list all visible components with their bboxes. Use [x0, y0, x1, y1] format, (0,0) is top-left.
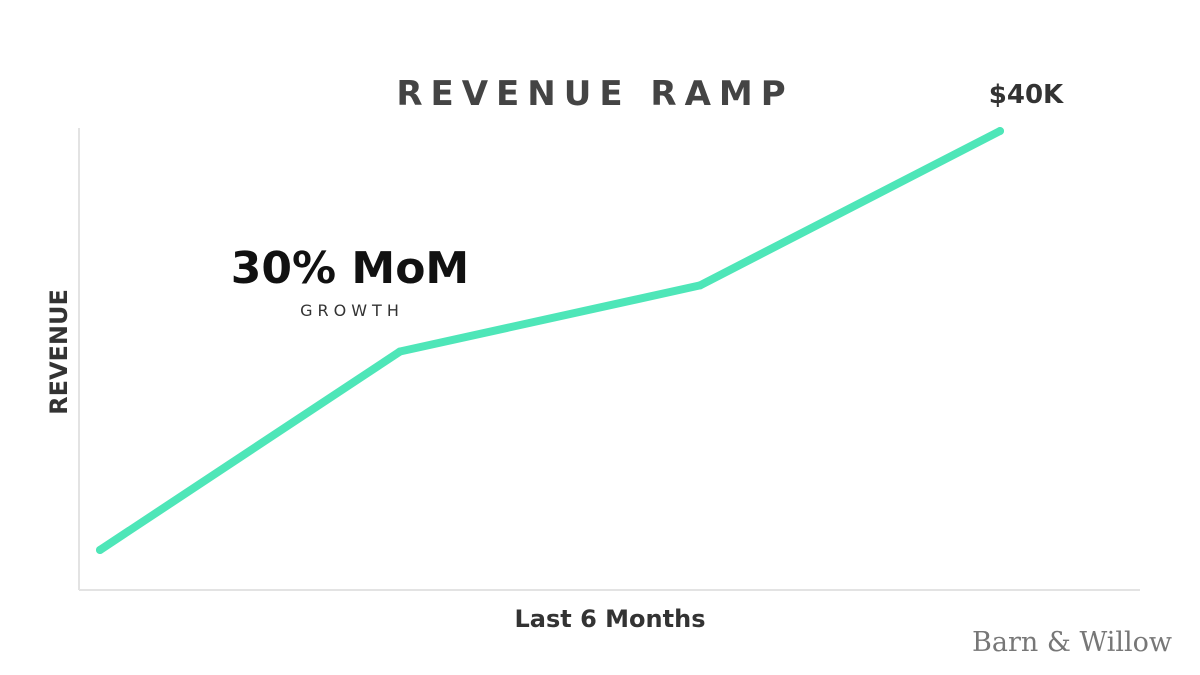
brand-logo-text: Barn & Willow [972, 627, 1172, 658]
data-point-2 [696, 281, 704, 290]
chart-title: REVENUE RAMP [396, 74, 793, 114]
data-point-1 [396, 347, 404, 356]
growth-annotation-caption: GROWTH [300, 301, 404, 320]
growth-annotation-value: 30% MoM [231, 243, 469, 294]
x-axis-label: Last 6 Months [515, 605, 706, 633]
y-axis-label: REVENUE [45, 289, 73, 415]
revenue-series-line [96, 127, 1004, 554]
data-point-3 [996, 127, 1004, 136]
data-point-0 [96, 545, 104, 554]
end-value-label: $40K [989, 80, 1064, 110]
